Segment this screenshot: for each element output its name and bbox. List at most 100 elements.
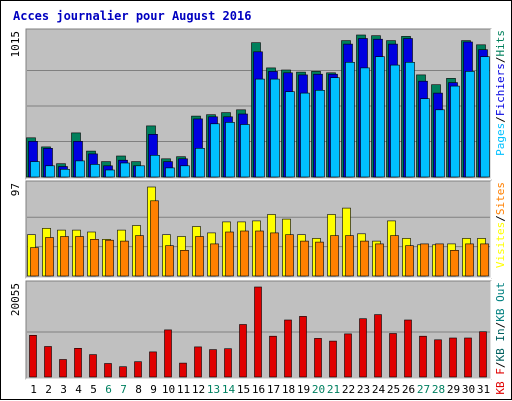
bar-pages-day-24 (375, 56, 385, 178)
legend--3: / (494, 57, 507, 64)
x-tick-label-day-17: 17 (267, 383, 280, 396)
panel-volume-legend: KB F/KB In/KB Out (494, 282, 507, 395)
bar-kbf-day-18 (284, 319, 292, 378)
bar-sites-day-14 (225, 231, 234, 277)
x-tick-label-day-20: 20 (312, 383, 325, 396)
bar-kbf-day-19 (299, 316, 307, 378)
bar-pages-day-13 (210, 123, 220, 178)
bar-pages-day-4 (75, 160, 85, 178)
x-tick-label-day-21: 21 (327, 383, 340, 396)
bar-sites-day-2 (45, 237, 54, 277)
bar-sites-day-13 (210, 243, 219, 277)
bar-pages-day-7 (120, 162, 130, 178)
legend-sites-2: Sites (494, 182, 507, 215)
legend--1: / (494, 116, 507, 123)
bar-pages-day-9 (150, 155, 160, 178)
bar-kbf-day-10 (164, 329, 172, 378)
bar-kbf-day-12 (194, 346, 202, 378)
bar-kbf-day-8 (134, 361, 142, 378)
bar-sites-day-11 (180, 250, 189, 277)
legend--1: / (494, 215, 507, 222)
bar-kbf-day-17 (269, 335, 277, 378)
bar-pages-day-1 (30, 161, 40, 178)
bar-kbf-day-15 (239, 324, 247, 378)
bar-kbf-day-6 (104, 363, 112, 378)
bar-pages-day-23 (360, 67, 370, 178)
bar-pages-day-14 (225, 122, 235, 178)
bar-kbf-day-11 (179, 362, 187, 378)
legend--1: / (494, 362, 507, 369)
bar-pages-day-8 (135, 165, 145, 178)
bar-kbf-day-25 (389, 333, 397, 378)
bar-kbf-day-9 (149, 351, 157, 378)
bar-kbf-day-22 (344, 333, 352, 378)
bar-kbf-day-20 (314, 338, 322, 378)
bar-kbf-day-21 (329, 340, 337, 378)
bar-pages-day-28 (435, 109, 445, 178)
panel-volume-ymax-label: 20055 (9, 283, 22, 316)
bar-pages-day-17 (270, 78, 280, 178)
legend-kb-in-2: KB In (494, 328, 507, 361)
x-tick-label-day-4: 4 (75, 383, 82, 396)
x-tick-label-day-2: 2 (45, 383, 52, 396)
bar-sites-day-31 (480, 243, 489, 277)
legend-visites-0: Visites (494, 222, 507, 268)
legend--3: / (494, 322, 507, 329)
x-tick-label-day-3: 3 (60, 383, 67, 396)
bar-kbf-day-16 (254, 286, 262, 378)
x-tick-label-day-28: 28 (432, 383, 445, 396)
bar-kbf-day-31 (479, 331, 487, 378)
bar-kbf-day-29 (449, 337, 457, 378)
bar-pages-day-29 (450, 85, 460, 178)
bar-sites-day-20 (315, 241, 324, 277)
bar-sites-day-24 (375, 243, 384, 277)
x-tick-label-day-31: 31 (477, 383, 490, 396)
x-tick-label-day-29: 29 (447, 383, 460, 396)
bar-kbf-day-26 (404, 319, 412, 378)
panel-traffic-legend: Pages/Fichiers/Hits (494, 30, 507, 156)
x-tick-label-day-15: 15 (237, 383, 250, 396)
legend-kb-out-4: KB Out (494, 282, 507, 322)
x-tick-label-day-26: 26 (402, 383, 415, 396)
bar-sites-day-4 (75, 236, 84, 277)
bar-sites-day-19 (300, 240, 309, 277)
x-tick-label-day-30: 30 (462, 383, 475, 396)
bar-pages-day-27 (420, 98, 430, 178)
bar-sites-day-18 (285, 234, 294, 277)
bar-kbf-day-3 (59, 359, 67, 378)
bar-sites-day-3 (60, 236, 69, 277)
bar-kbf-day-23 (359, 318, 367, 378)
bar-pages-day-25 (390, 64, 400, 178)
bar-pages-day-5 (90, 164, 100, 178)
bar-sites-day-30 (465, 243, 474, 277)
x-tick-label-day-23: 23 (357, 383, 370, 396)
chart-title: Acces journalier pour August 2016 (13, 9, 252, 23)
bar-sites-day-21 (330, 235, 339, 277)
bar-pages-day-16 (255, 78, 265, 178)
bar-pages-day-6 (105, 169, 115, 178)
bar-sites-day-15 (240, 230, 249, 277)
x-tick-label-day-9: 9 (150, 383, 157, 396)
legend-kb-f-0: KB F (494, 368, 507, 395)
bar-kbf-day-13 (209, 349, 217, 378)
bar-kbf-day-30 (464, 337, 472, 378)
x-tick-label-day-5: 5 (90, 383, 97, 396)
bar-sites-day-16 (255, 230, 264, 277)
x-tick-label-day-19: 19 (297, 383, 310, 396)
bar-pages-day-19 (300, 92, 310, 178)
bar-pages-day-12 (195, 148, 205, 178)
bar-kbf-day-28 (434, 339, 442, 378)
bar-kbf-day-24 (374, 314, 382, 378)
x-tick-label-day-16: 16 (252, 383, 265, 396)
bar-pages-day-15 (240, 124, 250, 178)
x-tick-label-day-10: 10 (162, 383, 175, 396)
bar-kbf-day-14 (224, 348, 232, 378)
bar-sites-day-9 (150, 200, 159, 277)
x-tick-label-day-24: 24 (372, 383, 386, 396)
bar-pages-day-18 (285, 91, 295, 178)
bar-pages-day-31 (480, 56, 490, 178)
panel-visitors-legend: Visites/Sites (494, 182, 507, 268)
x-tick-label-day-1: 1 (30, 383, 37, 396)
